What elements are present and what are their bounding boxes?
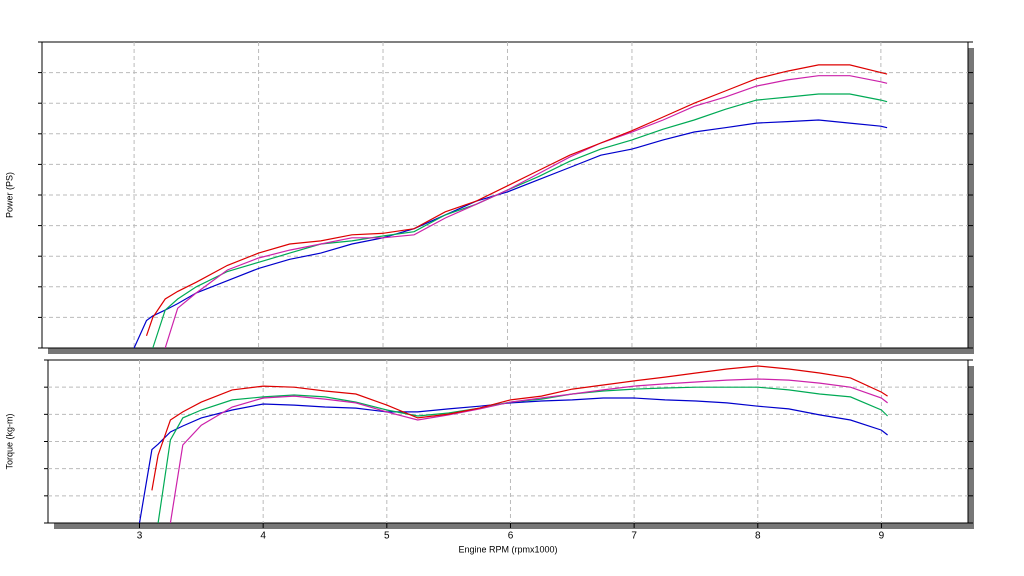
series-line bbox=[138, 397, 888, 524]
x-tick-label: 9 bbox=[879, 531, 885, 542]
series-line bbox=[151, 365, 888, 491]
x-tick-label: 7 bbox=[631, 531, 637, 542]
x-tick-label: 8 bbox=[755, 531, 761, 542]
x-tick-label: 5 bbox=[384, 531, 390, 542]
x-axis-label: Engine RPM (rpmx1000) bbox=[458, 544, 557, 554]
x-tick-label: 3 bbox=[137, 531, 143, 542]
x-tick-label: 4 bbox=[260, 531, 266, 542]
y-axis-label: Torque (kg-m) bbox=[4, 413, 14, 469]
series-line bbox=[169, 378, 888, 524]
y-axis-label: Power (PS) bbox=[4, 172, 14, 218]
series-line bbox=[164, 75, 888, 349]
series-line bbox=[145, 64, 888, 336]
x-tick-label: 6 bbox=[508, 531, 514, 542]
